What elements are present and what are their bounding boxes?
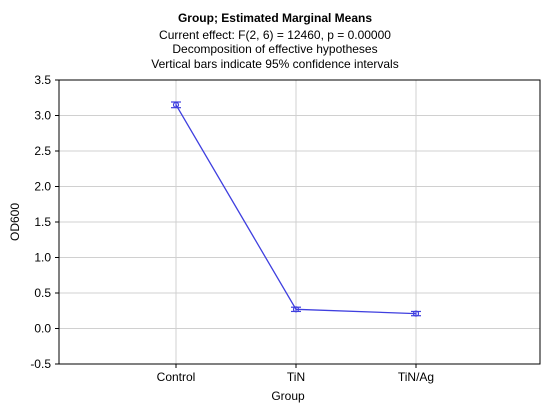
y-tick-label: 3.5 [34,73,51,87]
y-tick-label: 0.5 [34,286,51,300]
y-tick-label: 2.5 [34,144,51,158]
chart-title: Group; Estimated Marginal Means [178,11,372,25]
y-tick-label: 1.0 [34,251,51,265]
x-axis: Control TiN TiN/Ag [157,364,434,384]
y-tick-label: 3.0 [34,109,51,123]
chart-subtitle-3: Vertical bars indicate 95% confidence in… [151,57,398,71]
chart-subtitle-1: Current effect: F(2, 6) = 12460, p = 0.0… [159,28,391,42]
y-tick-label: 1.5 [34,215,51,229]
y-axis: -0.5 0.0 0.5 1.0 1.5 2.0 2.5 3.0 3.5 [30,73,59,371]
x-axis-label: Group [271,389,305,403]
data-point [292,306,300,313]
chart-subtitle-2: Decomposition of effective hypotheses [172,42,377,56]
y-tick-label: 0.0 [34,322,51,336]
data-point [412,310,420,317]
x-tick-label: TiN [287,370,305,384]
y-axis-label: OD600 [8,203,22,241]
y-tick-label: -0.5 [30,357,51,371]
grid [59,79,540,365]
series [171,101,421,317]
data-point [172,101,180,108]
y-tick-label: 2.0 [34,180,51,194]
x-tick-label: Control [157,370,196,384]
x-tick-label: TiN/Ag [398,370,434,384]
